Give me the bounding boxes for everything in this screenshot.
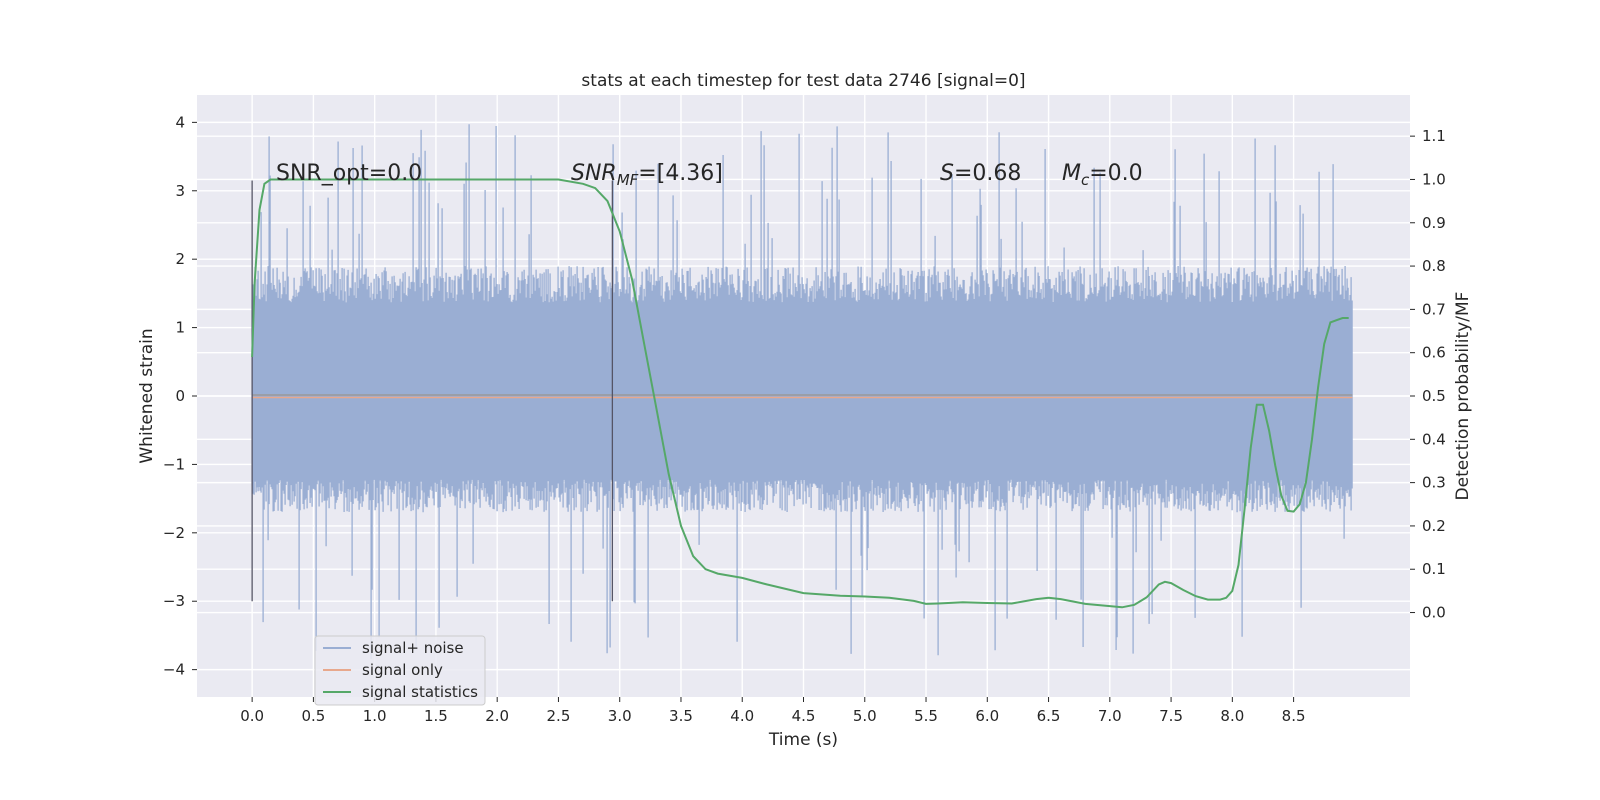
annotation-s-var: S: [940, 161, 954, 186]
x-tick-label: 3.0: [608, 707, 632, 725]
x-tick-label: 4.0: [730, 707, 754, 725]
chart-title: stats at each timestep for test data 274…: [581, 71, 1025, 91]
legend: signal+ noise signal only signal statistic…: [314, 635, 486, 706]
signal-statistics-line: [251, 178, 1349, 609]
y-right-tick-label: 0.9: [1422, 214, 1446, 232]
x-tick-label: 6.0: [975, 707, 999, 725]
x-tick-label: 1.5: [424, 707, 448, 725]
y-tick-label: 1: [175, 319, 185, 337]
y-right-tick-label: 0.4: [1422, 430, 1446, 448]
x-tick-label: 5.0: [853, 707, 877, 725]
y-right-tick-label: 1.1: [1422, 127, 1446, 145]
annotation-mc-sub: c: [1081, 171, 1090, 189]
x-tick-label: 4.5: [792, 707, 816, 725]
annotation-mc-value: =0.0: [1089, 161, 1142, 186]
plot-content: [251, 124, 1353, 659]
legend-entries: signal+ noise signal only signal statistic…: [323, 639, 478, 701]
y-tick-label: 3: [175, 182, 185, 200]
annotation-s: S=0.68: [940, 161, 1021, 186]
y-right-tick-label: 0.2: [1422, 517, 1446, 535]
x-tick-label: 7.5: [1159, 707, 1183, 725]
legend-label: signal+ noise: [362, 639, 464, 657]
y-right-tick-label: 0.0: [1422, 604, 1446, 622]
y-right-tick-label: 0.6: [1422, 344, 1446, 362]
x-tick-label: 0.0: [240, 707, 264, 725]
y-axis-right-label: Detection probability/MF: [1453, 292, 1473, 501]
axis-ticks: 0.0 0.5 1.0 1.5 2.0 2.5 3.0 3.5 4.0 4.5 5.0 5.5 6.0 6…: [163, 113, 1446, 725]
y-tick-label: −2: [163, 524, 185, 542]
y-right-tick-label: 0.1: [1422, 560, 1446, 578]
y-right-tick-label: 0.3: [1422, 474, 1446, 492]
annotation-mc-var: M: [1062, 161, 1081, 186]
x-tick-label: 6.5: [1037, 707, 1061, 725]
y-tick-label: 4: [175, 113, 185, 131]
y-right-tick-label: 1.0: [1422, 170, 1446, 188]
y-tick-label: 2: [175, 250, 185, 268]
x-tick-label: 3.5: [669, 707, 693, 725]
x-axis-label: Time (s): [768, 730, 838, 750]
y-right-tick-label: 0.7: [1422, 300, 1446, 318]
x-tick-label: 0.5: [301, 707, 325, 725]
annotation-mc: Mc=0.0: [1062, 161, 1143, 189]
y-axis-label: Whitened strain: [137, 328, 157, 463]
annotation-s-value: =0.68: [954, 161, 1021, 186]
marker-lines: [251, 180, 614, 602]
legend-label: signal only: [362, 661, 443, 679]
y-right-tick-label: 0.5: [1422, 387, 1446, 405]
x-tick-label: 1.0: [363, 707, 387, 725]
y-right-tick-label: 0.8: [1422, 257, 1446, 275]
annotation-snr-opt: SNR_opt=0.0: [276, 161, 422, 186]
annotation-snr-mf-value: =[4.36]: [638, 161, 723, 186]
legend-box: [314, 635, 486, 706]
y-tick-label: −1: [163, 455, 185, 473]
x-tick-label: 8.5: [1282, 707, 1306, 725]
y-tick-label: −4: [163, 661, 185, 679]
x-tick-label: 2.5: [547, 707, 571, 725]
x-tick-label: 7.0: [1098, 707, 1122, 725]
annotation-snr-mf: SNRMF=[4.36]: [571, 161, 723, 189]
annotation-snr-mf-var: SNR: [571, 161, 617, 186]
x-tick-label: 5.5: [914, 707, 938, 725]
y-tick-label: −3: [163, 592, 185, 610]
x-tick-label: 2.0: [485, 707, 509, 725]
y-tick-label: 0: [175, 387, 185, 405]
annotation-snr-mf-sub: MF: [617, 171, 639, 189]
x-tick-label: 8.0: [1220, 707, 1244, 725]
legend-label: signal statistics: [362, 683, 478, 701]
